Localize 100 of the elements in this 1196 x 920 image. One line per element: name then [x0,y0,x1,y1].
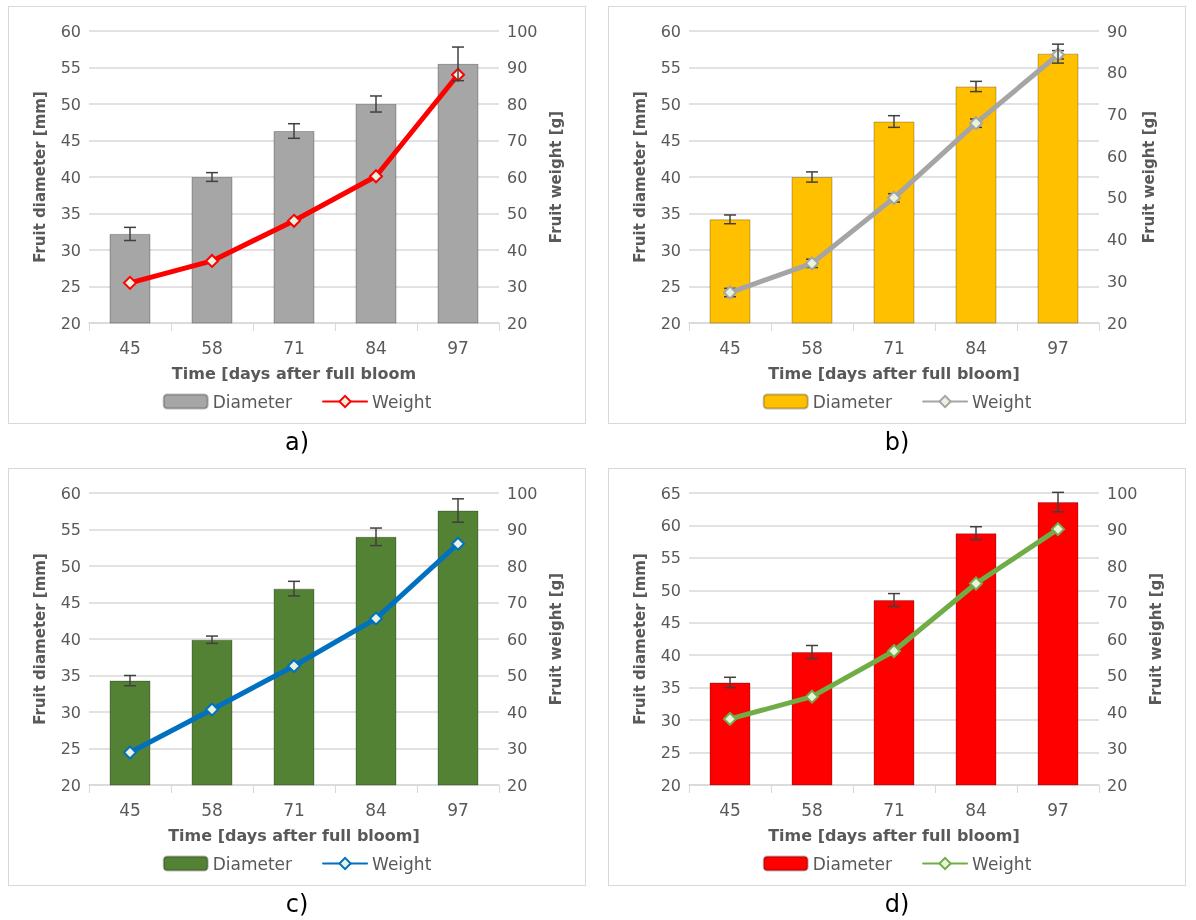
x-tick-label: 97 [447,337,469,358]
x-tick-label: 58 [201,337,223,358]
y-tick-label: 30 [660,240,681,260]
y2-tick-label: 90 [1107,520,1128,539]
text: c) [284,890,310,918]
y2-tick-label: 60 [1107,146,1128,166]
y-tick-label: 45 [660,613,681,633]
y2-tick-label: 70 [1107,593,1128,612]
x-tick-label: 84 [365,337,387,358]
y2-tick-label: 70 [507,131,528,150]
y-tick-label: 20 [60,313,81,333]
y-tick-label: 60 [60,483,81,503]
y2-tick-label: 20 [1107,775,1128,795]
y2-tick-label: 70 [1107,104,1128,124]
y-tick-label: 45 [660,131,681,150]
y2-tick-label: 50 [1107,666,1128,685]
y2-axis-title: Fruit weight [g] [1146,572,1165,706]
y2-tick-label: 50 [1107,188,1128,208]
y2-tick-label: 20 [1107,313,1128,333]
x-tick-label: 97 [1047,337,1069,358]
y-tick-label: 50 [60,556,81,576]
x-axis-title: Time [days after full bloom] [768,825,1020,845]
y-tick-label: 55 [660,58,681,77]
x-tick-label: 45 [119,337,141,358]
y2-tick-label: 60 [507,167,528,187]
y2-tick-label: 50 [507,204,528,223]
x-axis-title: Time [days after full bloom] [768,363,1020,383]
y-tick-label: 55 [660,548,681,568]
legend-label: Diameter [812,853,893,874]
y-tick-label: 35 [660,678,681,698]
y-tick-label: 60 [660,21,681,41]
x-tick-label: 84 [965,799,987,820]
y-axis-title: Fruit diameter [mm] [30,91,49,263]
y2-tick-label: 40 [1107,230,1128,250]
y2-tick-label: 30 [507,277,528,296]
y-tick-label: 65 [660,483,681,503]
x-tick-label: 84 [965,337,987,358]
y2-tick-label: 100 [507,483,538,503]
y-axis-title: Fruit diameter [mm] [30,553,49,725]
x-axis-title: Time [days after full bloom [171,363,417,383]
y-tick-label: 55 [60,58,81,77]
y2-tick-label: 60 [507,629,528,649]
legend-label: Weight [972,853,1032,874]
y-tick-label: 30 [660,710,681,730]
x-tick-label: 97 [447,799,469,820]
y2-tick-label: 80 [507,94,528,114]
y-tick-label: 50 [60,94,81,114]
legend-label: Diameter [212,391,293,412]
y2-axis-title: Fruit weight [g] [546,110,565,244]
legend-label: Diameter [212,853,293,874]
x-tick-label: 71 [883,799,905,820]
y2-tick-label: 20 [507,775,528,795]
legend-label: Weight [972,391,1032,412]
x-tick-label: 71 [283,799,305,820]
y-tick-label: 40 [660,645,681,665]
y-tick-label: 25 [660,743,681,763]
y-tick-label: 40 [60,167,81,187]
y2-tick-label: 70 [507,593,528,612]
y-tick-label: 60 [60,21,81,41]
y-tick-label: 20 [660,775,681,795]
y-tick-label: 35 [60,204,81,223]
y-tick-label: 45 [60,593,81,612]
y-tick-label: 25 [60,739,81,758]
y2-axis-title: Fruit weight [g] [1139,110,1158,244]
y2-tick-label: 40 [507,702,528,722]
y2-tick-label: 80 [1107,63,1128,83]
y-tick-label: 50 [660,94,681,114]
x-tick-label: 58 [801,799,823,820]
y2-tick-label: 50 [507,666,528,685]
y-tick-label: 55 [60,520,81,539]
y2-tick-label: 90 [507,58,528,77]
x-tick-label: 45 [719,337,741,358]
y2-tick-label: 40 [507,240,528,260]
x-tick-label: 97 [1047,799,1069,820]
legend-label: Weight [372,391,432,412]
y-tick-label: 40 [660,167,681,187]
y2-tick-label: 30 [1107,271,1128,291]
y-axis-title: Fruit diameter [mm] [630,553,649,725]
y2-tick-label: 30 [507,739,528,758]
y-tick-label: 20 [660,313,681,333]
text: b) [883,428,911,456]
x-axis-title: Time [days after full bloom] [168,825,420,845]
x-tick-label: 45 [719,799,741,820]
y2-tick-label: 60 [1107,629,1128,649]
y-tick-label: 45 [60,131,81,150]
y2-tick-label: 80 [1107,556,1128,576]
x-tick-label: 58 [201,799,223,820]
x-tick-label: 84 [365,799,387,820]
text: a) [283,428,311,456]
x-tick-label: 45 [119,799,141,820]
y-tick-label: 60 [660,515,681,535]
y-tick-label: 35 [660,204,681,223]
y-tick-label: 25 [660,277,681,296]
y-tick-label: 30 [60,702,81,722]
x-tick-label: 58 [801,337,823,358]
y2-tick-label: 30 [1107,739,1128,758]
x-tick-label: 71 [883,337,905,358]
legend-label: Diameter [812,391,893,412]
y2-tick-label: 90 [507,520,528,539]
y2-tick-label: 90 [1107,21,1128,41]
